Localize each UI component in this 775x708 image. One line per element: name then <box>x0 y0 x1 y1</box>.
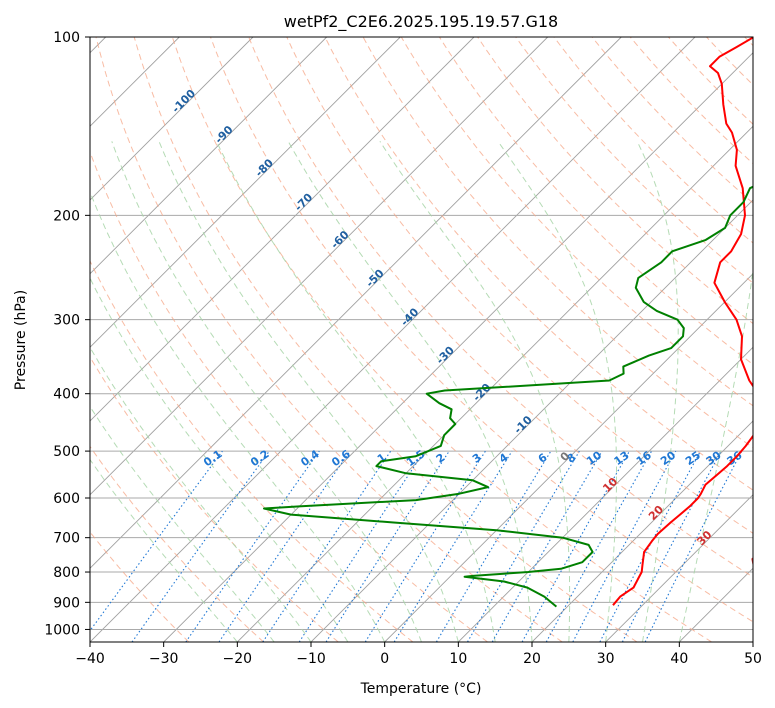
x-tick-label: 40 <box>670 651 688 667</box>
mixing-ratio-line <box>90 450 223 632</box>
mixing-ratio-line <box>218 450 351 642</box>
mixing-ratio-line <box>644 450 743 642</box>
y-axis-title: Pressure (hPa) <box>13 290 29 390</box>
sounding-series <box>263 37 753 608</box>
mixing-ratio-line <box>393 450 513 642</box>
dewpoint-line <box>263 185 753 608</box>
dry-adiabat-line <box>248 37 753 578</box>
dry-adiabat-line <box>133 37 638 642</box>
y-tick-label: 100 <box>53 30 80 46</box>
isotherm-line <box>605 494 753 642</box>
moist-adiabat-line <box>216 141 496 642</box>
y-tick-label: 600 <box>53 491 80 507</box>
dry-adiabat-line <box>95 37 563 642</box>
dry-adiabat-line <box>171 37 712 642</box>
y-tick-label: 300 <box>53 313 80 329</box>
dry-adiabat-line <box>286 37 753 534</box>
isotherm-line <box>531 420 753 642</box>
moist-adiabat-line <box>158 141 459 642</box>
isotherm-line <box>90 37 622 569</box>
isotherm-line <box>236 125 753 642</box>
isotherm-line <box>90 37 549 496</box>
y-tick-label: 200 <box>53 208 80 224</box>
x-tick-label: 10 <box>449 651 467 667</box>
moist-adiabat-line <box>497 141 617 642</box>
x-tick-label: 20 <box>523 651 541 667</box>
plot-background <box>90 37 753 642</box>
y-tick-label: 800 <box>53 565 80 581</box>
isotherm-line <box>384 273 753 642</box>
x-axis: −40 −30 −20 −10 0 10 20 30 40 50 <box>75 642 762 667</box>
dry-adiabat-line <box>210 37 753 623</box>
mixing-ratio-line <box>131 450 270 642</box>
moist-adiabat-line <box>90 405 275 642</box>
isotherm-line <box>457 346 753 642</box>
x-tick-label: 30 <box>597 651 615 667</box>
moist-adiabat-line <box>90 276 349 642</box>
x-tick-label: −40 <box>75 651 105 667</box>
mixing-ratio-line <box>325 450 450 642</box>
y-axis: 100 200 300 400 500 600 700 800 900 1000 <box>44 30 90 638</box>
isotherm-label: 40 <box>747 549 767 569</box>
x-tick-label: −20 <box>223 651 253 667</box>
dry-adiabat-line <box>515 37 753 284</box>
moist-adiabat-line <box>678 266 753 642</box>
mixing-ratio-line <box>521 450 630 642</box>
y-tick-label: 1000 <box>44 622 80 638</box>
dry-adiabat-line <box>90 356 339 642</box>
temperature-line <box>612 37 753 606</box>
moist-adiabat-line <box>379 141 571 642</box>
dry-adiabat-line <box>90 259 414 642</box>
mixing-ratio-line <box>185 450 320 642</box>
isotherm-line <box>163 52 753 642</box>
x-tick-label: 0 <box>380 651 389 667</box>
dry-adiabat-line <box>324 37 753 491</box>
x-tick-label: −10 <box>296 651 326 667</box>
x-axis-title: Temperature (°C) <box>360 681 482 697</box>
x-tick-label: 50 <box>744 651 762 667</box>
moist-adiabat-line <box>287 141 533 642</box>
isotherm-line <box>90 37 475 422</box>
dry-adiabat-line <box>90 445 264 642</box>
y-tick-label: 400 <box>53 387 80 403</box>
y-tick-label: 500 <box>53 444 80 460</box>
moist-adiabat-line <box>111 141 422 642</box>
mixing-ratio-line <box>262 450 392 642</box>
moist-adiabat-line <box>90 458 238 642</box>
mixing-ratio-line <box>298 450 425 642</box>
y-tick-label: 900 <box>53 595 80 611</box>
chart-title: wetPf2_C2E6.2025.195.19.57.G18 <box>284 12 558 32</box>
isotherm-line <box>90 37 401 348</box>
isotherm-line <box>90 37 328 275</box>
moist-adiabat-line <box>90 346 312 642</box>
isotherm-line <box>752 641 753 642</box>
background-lines <box>90 37 753 642</box>
mixing-ratio-line <box>545 450 653 642</box>
isotherm-line <box>90 37 254 201</box>
mixing-ratio-line <box>572 450 677 642</box>
plot-frame <box>89 36 754 643</box>
moist-adiabat-line <box>90 190 386 642</box>
y-tick-label: 700 <box>53 531 80 547</box>
x-tick-label: −30 <box>149 651 179 667</box>
